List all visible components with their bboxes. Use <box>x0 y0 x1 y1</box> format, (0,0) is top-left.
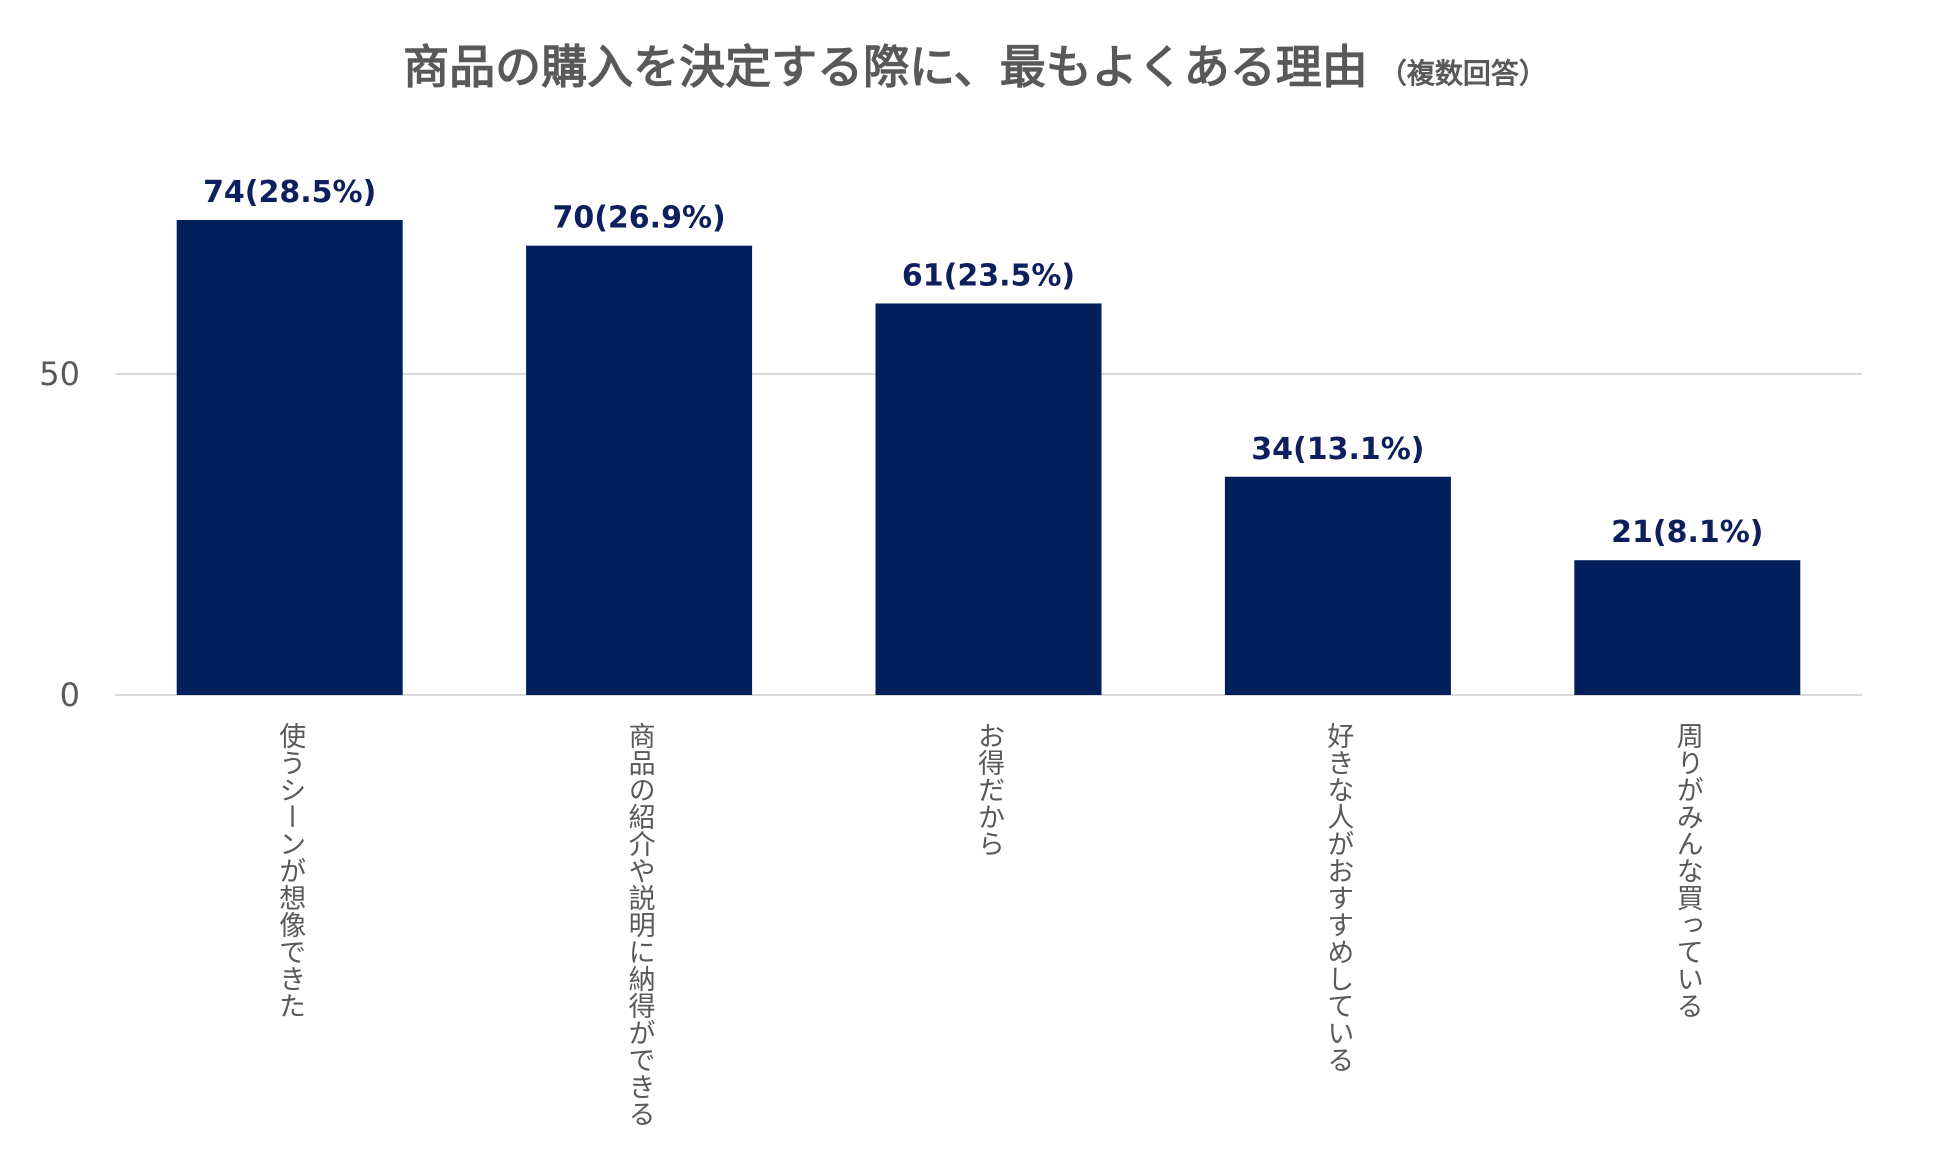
data-label-4: 34(13.1%) <box>1251 432 1424 467</box>
category-label-4: 好きな人がおすすめしている <box>1322 722 1354 1073</box>
bars <box>176 220 1801 696</box>
data-label-3: 61(23.5%) <box>902 258 1075 293</box>
category-label-1: 使うシーンが想像できた <box>274 722 306 1019</box>
chart-title: 商品の購入を決定する際に、最もよくある理由 （複数回答） <box>403 40 1547 94</box>
chart-title-main: 商品の購入を決定する際に、最もよくある理由 <box>403 40 1368 94</box>
y-tick-label-50: 50 <box>39 355 80 393</box>
y-axis-ticks: 0 50 <box>39 355 80 714</box>
bar-1 <box>176 220 403 695</box>
data-label-2: 70(26.9%) <box>552 201 725 236</box>
data-label-1: 74(28.5%) <box>203 175 376 210</box>
data-labels: 74(28.5%) 70(26.9%) 61(23.5%) 34(13.1%) 21(8… <box>203 175 1763 550</box>
bar-4 <box>1224 476 1451 695</box>
data-label-5: 21(8.1%) <box>1611 515 1763 550</box>
category-label-2: 商品の紹介や説明に納得ができる <box>624 722 656 1127</box>
bar-3 <box>875 303 1102 695</box>
bar-5 <box>1574 560 1801 695</box>
bar-2 <box>526 245 753 696</box>
category-label-5: 周りがみんな買っている <box>1672 722 1704 1019</box>
y-tick-label-0: 0 <box>60 676 80 714</box>
chart-title-subtitle: （複数回答） <box>1379 57 1547 90</box>
category-labels: 使うシーンが想像できた 商品の紹介や説明に納得ができる お得だから 好きな人がおすすめ… <box>274 722 1703 1127</box>
category-label-3: お得だから <box>973 722 1005 857</box>
